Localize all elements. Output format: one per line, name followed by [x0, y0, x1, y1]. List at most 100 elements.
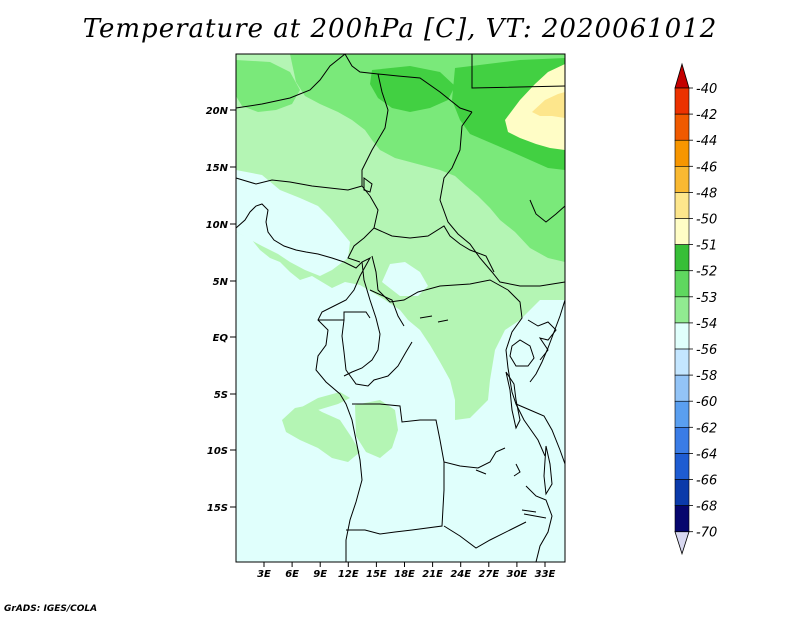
- lon-tick-label: 24E: [450, 569, 471, 580]
- border-niger-algeria: [344, 53, 473, 113]
- border-lake-tanganyika: [505, 371, 521, 430]
- border-car-north: [373, 225, 495, 273]
- lon-tick-label: 33E: [535, 569, 556, 580]
- lat-tick-label: 10S: [207, 446, 228, 457]
- colorbar-label: -54: [696, 317, 717, 332]
- colorbar-segment: [674, 139, 690, 167]
- border-lake-malawi: [543, 445, 553, 496]
- colorbar-bottom-arrow: [674, 531, 690, 556]
- border-drc-angola: [352, 403, 506, 469]
- lon-tick-label: 30E: [507, 569, 528, 580]
- colorbar-label: -66: [696, 474, 717, 489]
- colorbar-segment: [674, 192, 690, 219]
- border-angola-south: [346, 462, 445, 535]
- colorbar-label: -48: [696, 186, 717, 201]
- coastline-west-africa: [235, 203, 372, 562]
- lon-tick-label: 9E: [313, 569, 327, 580]
- lat-tick-label: 10N: [206, 220, 229, 231]
- field-48-northeast: [532, 92, 565, 118]
- field-54-hole-center: [382, 262, 428, 296]
- latitude-axis: 20N 15N 10N 5N EQ 5S 10S 15S: [206, 106, 236, 514]
- colorbar-label: -51: [696, 239, 717, 254]
- map-title: Temperature at 200hPa [C], VT: 202006101…: [82, 14, 718, 44]
- lat-tick-label: 5S: [214, 390, 228, 401]
- border-mozambique: [525, 485, 553, 563]
- country-borders: [235, 53, 566, 563]
- border-chad-libya: [471, 54, 566, 89]
- border-lake-chad: [363, 177, 373, 193]
- border-mali-niger: [235, 177, 363, 191]
- field-53-southwest-streak: [300, 392, 350, 410]
- lon-tick-label: 27E: [478, 569, 499, 580]
- plot-frame: [235, 53, 566, 563]
- border-car-south: [371, 255, 509, 303]
- border-lake-victoria: [509, 339, 535, 367]
- colorbar-segment: [674, 348, 690, 376]
- colorbar-segment: [674, 505, 690, 533]
- border-dash-lake: [419, 315, 449, 323]
- colorbar-label: -70: [696, 526, 717, 541]
- border-sahara-north: [235, 53, 346, 109]
- lon-tick-label: 12E: [338, 569, 359, 580]
- border-east-squiggle: [527, 319, 557, 361]
- colorbar-label: -46: [696, 160, 717, 175]
- border-west-south: [369, 289, 405, 327]
- lat-tick-label: 15N: [206, 163, 229, 174]
- colorbar-segment: [674, 270, 690, 298]
- colorbar-label: -60: [696, 395, 717, 410]
- lat-tick-label: 15S: [207, 503, 228, 514]
- lat-tick-label: 5N: [213, 277, 229, 288]
- colorbar-segment: [674, 400, 690, 428]
- temperature-field: [236, 54, 565, 562]
- border-gabon: [318, 311, 371, 321]
- colorbar-segment: [674, 453, 690, 480]
- longitude-axis: 3E 6E 9E 12E 15E 18E 21E 24E 27E 30E 33E: [257, 562, 556, 580]
- colorbar-top-arrow: [674, 62, 690, 89]
- colorbar-label: -64: [696, 447, 717, 462]
- colorbar-label: -53: [696, 291, 717, 306]
- colorbar-label: -62: [696, 421, 717, 436]
- colorbar-segment: [674, 244, 690, 272]
- border-drc-east: [505, 289, 546, 457]
- border-tanzania: [515, 403, 566, 465]
- colorbar-label: -40: [696, 82, 717, 97]
- colorbar-segment: [674, 87, 690, 115]
- border-nigeria-cameroon: [347, 195, 379, 263]
- lon-tick-label: 3E: [257, 569, 271, 580]
- colorbar-segment: [674, 479, 690, 506]
- colorbar-segment: [674, 166, 690, 193]
- border-east-coast: [529, 299, 566, 383]
- colorbar-label: -44: [696, 134, 717, 149]
- lat-tick-label: 20N: [206, 106, 229, 117]
- border-gabon-congo: [341, 319, 413, 387]
- field-54-hole-west: [236, 170, 350, 276]
- field-53-south-patch: [282, 405, 360, 462]
- colorbar-segment: [674, 113, 690, 141]
- colorbar-segment: [674, 374, 690, 402]
- colorbar-label: -56: [696, 343, 717, 358]
- colorbar-segment: [674, 322, 690, 350]
- lon-tick-label: 18E: [394, 569, 415, 580]
- colorbar-label: -52: [696, 265, 717, 280]
- grads-credit: GrADS: IGES/COLA: [4, 604, 98, 614]
- colorbar-label: -50: [696, 213, 717, 228]
- lon-tick-label: 21E: [422, 569, 443, 580]
- colorbar-label: -42: [696, 108, 717, 123]
- field-50-northeast: [505, 64, 565, 150]
- lon-tick-label: 6E: [285, 569, 299, 580]
- colorbar-label: -68: [696, 500, 717, 515]
- border-zambia-south: [443, 521, 527, 549]
- lat-tick-label: EQ: [213, 333, 229, 344]
- border-sudan-ethiopia: [529, 199, 566, 223]
- border-congo-drc: [343, 261, 381, 377]
- border-niger-chad: [361, 73, 389, 197]
- field-53-angola-patch: [355, 400, 398, 458]
- colorbar-segment: [674, 218, 690, 245]
- border-south-lakes: [475, 463, 547, 519]
- colorbar: -40 -42 -44 -46 -48 -50 -51 -52 -53 -54 -56 -58 -60 -…: [674, 62, 717, 556]
- colorbar-segment: [674, 296, 690, 324]
- border-chad-sudan: [439, 111, 566, 287]
- lon-tick-label: 15E: [366, 569, 387, 580]
- field-51-north-center: [370, 66, 455, 112]
